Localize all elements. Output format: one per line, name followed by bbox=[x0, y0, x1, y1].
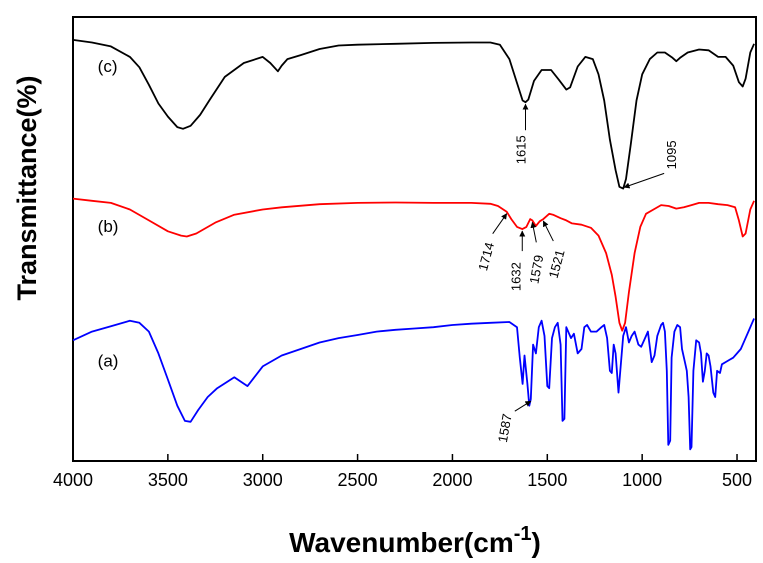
peak-label-1632: 1632 bbox=[508, 262, 523, 291]
peak-label-1615: 1615 bbox=[513, 135, 528, 164]
x-axis-ticks: 4000 3500 3000 2500 2000 1500 1000 500 bbox=[53, 454, 752, 490]
series-line-c bbox=[72, 39, 755, 190]
peak-label-1095: 1095 bbox=[664, 140, 679, 169]
peak-arrow-1714 bbox=[492, 213, 508, 234]
x-axis-title-superscript: -1 bbox=[514, 523, 532, 545]
curve-label-b: (b) bbox=[98, 217, 119, 236]
x-tick-label: 1500 bbox=[527, 470, 567, 490]
x-tick-label: 500 bbox=[722, 470, 752, 490]
peak-arrow-1095 bbox=[623, 172, 665, 189]
curve-labels: (c) (b) (a) bbox=[98, 57, 119, 370]
peak-label-1587: 1587 bbox=[495, 413, 515, 444]
x-tick-label: 3500 bbox=[148, 470, 188, 490]
peak-annotations: 1615 1095 1714 1632 1579 1521 1587 bbox=[475, 103, 679, 444]
peak-label-1521: 1521 bbox=[546, 248, 568, 280]
x-axis-title-close: ) bbox=[532, 527, 541, 558]
peak-arrow-1579 bbox=[530, 221, 537, 243]
peak-arrow-1521 bbox=[542, 220, 554, 242]
x-tick-label: 1000 bbox=[622, 470, 662, 490]
peak-label-1579: 1579 bbox=[526, 254, 546, 285]
x-axis-title-main: Wavenumber(cm bbox=[289, 527, 514, 558]
x-tick-label: 2500 bbox=[338, 470, 378, 490]
series-line-a bbox=[72, 318, 755, 451]
peak-arrow-1587 bbox=[514, 400, 532, 412]
curve-label-a: (a) bbox=[98, 351, 119, 370]
peak-label-1714: 1714 bbox=[475, 241, 497, 273]
plot-frame bbox=[72, 16, 757, 462]
x-tick-label: 4000 bbox=[53, 470, 93, 490]
x-axis-title: Wavenumber(cm-1) bbox=[289, 523, 541, 558]
x-tick-label: 3000 bbox=[243, 470, 283, 490]
series-layer bbox=[72, 39, 755, 451]
x-tick-label: 2000 bbox=[432, 470, 472, 490]
y-axis-title: Transmittance(%) bbox=[12, 75, 42, 300]
plot-border bbox=[72, 16, 757, 462]
curve-label-c: (c) bbox=[98, 57, 118, 76]
series-line-b bbox=[72, 197, 755, 332]
